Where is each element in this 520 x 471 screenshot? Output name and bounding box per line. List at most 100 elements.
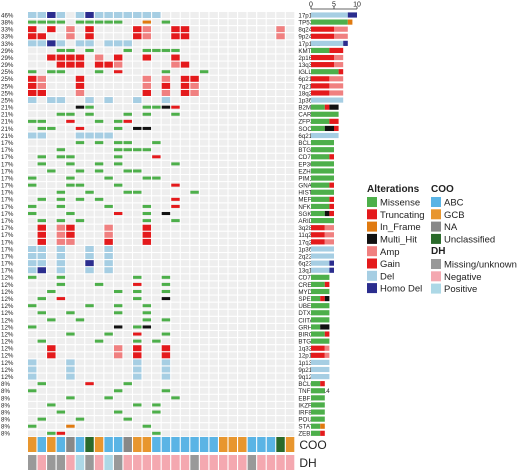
dh-annotation-cell xyxy=(238,455,247,470)
percent-label: 17% xyxy=(1,204,14,211)
grid-cell xyxy=(37,345,46,352)
gene-label: IRF8 xyxy=(298,409,312,416)
grid-cell xyxy=(199,203,209,210)
alteration-missense xyxy=(152,105,161,109)
grid-cell xyxy=(238,352,247,359)
grid-cell xyxy=(266,267,276,274)
coo-annotation-cell xyxy=(113,437,123,452)
grid-cell xyxy=(66,288,75,295)
alteration-missense xyxy=(47,169,56,173)
grid-cell xyxy=(238,331,247,338)
grid-cell xyxy=(285,189,295,196)
grid-cell xyxy=(142,132,152,139)
grid-cell xyxy=(209,231,218,238)
grid-cell xyxy=(228,139,237,146)
alteration-del xyxy=(94,132,104,139)
grid-cell xyxy=(219,196,228,203)
grid-cell xyxy=(94,274,104,281)
grid-cell xyxy=(123,203,132,210)
grid-cell xyxy=(266,345,276,352)
grid-cell xyxy=(266,352,276,359)
frequency-bar-missense xyxy=(311,196,330,202)
grid-cell xyxy=(142,167,152,174)
alteration-truncating xyxy=(85,382,94,386)
alteration-gain xyxy=(66,224,75,231)
grid-cell xyxy=(257,430,266,437)
grid-cell xyxy=(28,409,37,416)
grid-cell xyxy=(152,366,161,373)
alteration-gain xyxy=(75,54,85,61)
grid-cell xyxy=(28,104,37,111)
grid-cell xyxy=(171,323,180,330)
grid-cell xyxy=(66,19,75,26)
gene-label: 12p12.1 xyxy=(298,353,321,360)
gene-label: PIM1 xyxy=(298,175,313,182)
grid-cell xyxy=(266,338,276,345)
dh-annotation-cell xyxy=(66,455,75,470)
dh-annotation-cell xyxy=(142,455,152,470)
alteration-del xyxy=(56,40,66,47)
dh-legend-label: Missing/unknown xyxy=(444,260,517,271)
grid-cell xyxy=(47,146,56,153)
alteration-missense xyxy=(199,70,209,74)
frequency-bar-del xyxy=(311,97,344,103)
grid-cell xyxy=(266,210,276,217)
grid-cell xyxy=(113,373,123,380)
grid-cell xyxy=(85,175,94,182)
grid-cell xyxy=(142,153,152,160)
frequency-bar-missense xyxy=(311,182,330,188)
grid-cell xyxy=(285,153,295,160)
grid-cell xyxy=(133,309,142,316)
grid-cell xyxy=(285,409,295,416)
frequency-bar-gain xyxy=(311,90,330,96)
grid-cell xyxy=(66,68,75,75)
grid-cell xyxy=(66,401,75,408)
alteration-gain xyxy=(133,33,142,40)
grid-cell xyxy=(276,423,285,430)
grid-cell xyxy=(37,423,46,430)
grid-cell xyxy=(180,302,190,309)
gene-label: SPEN xyxy=(298,296,315,303)
alteration-missense xyxy=(28,389,37,393)
grid-cell xyxy=(257,345,266,352)
frequency-bar-gain xyxy=(311,225,325,231)
grid-cell xyxy=(190,153,199,160)
alteration-gain xyxy=(190,75,199,82)
grid-cell xyxy=(285,167,295,174)
grid-cell xyxy=(171,373,180,380)
grid-cell xyxy=(285,182,295,189)
grid-cell xyxy=(209,104,218,111)
grid-cell xyxy=(113,89,123,96)
grid-cell xyxy=(171,97,180,104)
grid-cell xyxy=(171,302,180,309)
grid-cell xyxy=(123,253,132,260)
percent-label: 25% xyxy=(1,90,14,97)
gene-label: STAT3 xyxy=(298,424,317,431)
grid-cell xyxy=(113,111,123,118)
grid-cell xyxy=(123,331,132,338)
grid-cell xyxy=(152,132,161,139)
gene-label: 6p21.1 xyxy=(298,76,317,83)
percent-label: 12% xyxy=(1,303,14,310)
grid-cell xyxy=(66,40,75,47)
grid-cell xyxy=(247,345,257,352)
grid-cell xyxy=(276,182,285,189)
alteration-multi-hit xyxy=(142,126,152,130)
grid-cell xyxy=(228,288,237,295)
grid-cell xyxy=(37,47,46,54)
grid-cell xyxy=(285,139,295,146)
grid-cell xyxy=(85,366,94,373)
grid-cell xyxy=(228,153,237,160)
grid-cell xyxy=(276,175,285,182)
grid-cell xyxy=(209,167,218,174)
alteration-missense xyxy=(161,318,171,322)
grid-cell xyxy=(285,82,295,89)
grid-cell xyxy=(66,82,75,89)
alteration-gain xyxy=(66,61,75,68)
gene-label: 2q22.2 xyxy=(298,253,317,260)
grid-cell xyxy=(66,316,75,323)
coo-annotation-cell xyxy=(266,437,276,452)
grid-cell xyxy=(152,196,161,203)
grid-cell xyxy=(247,26,257,33)
grid-cell xyxy=(228,47,237,54)
